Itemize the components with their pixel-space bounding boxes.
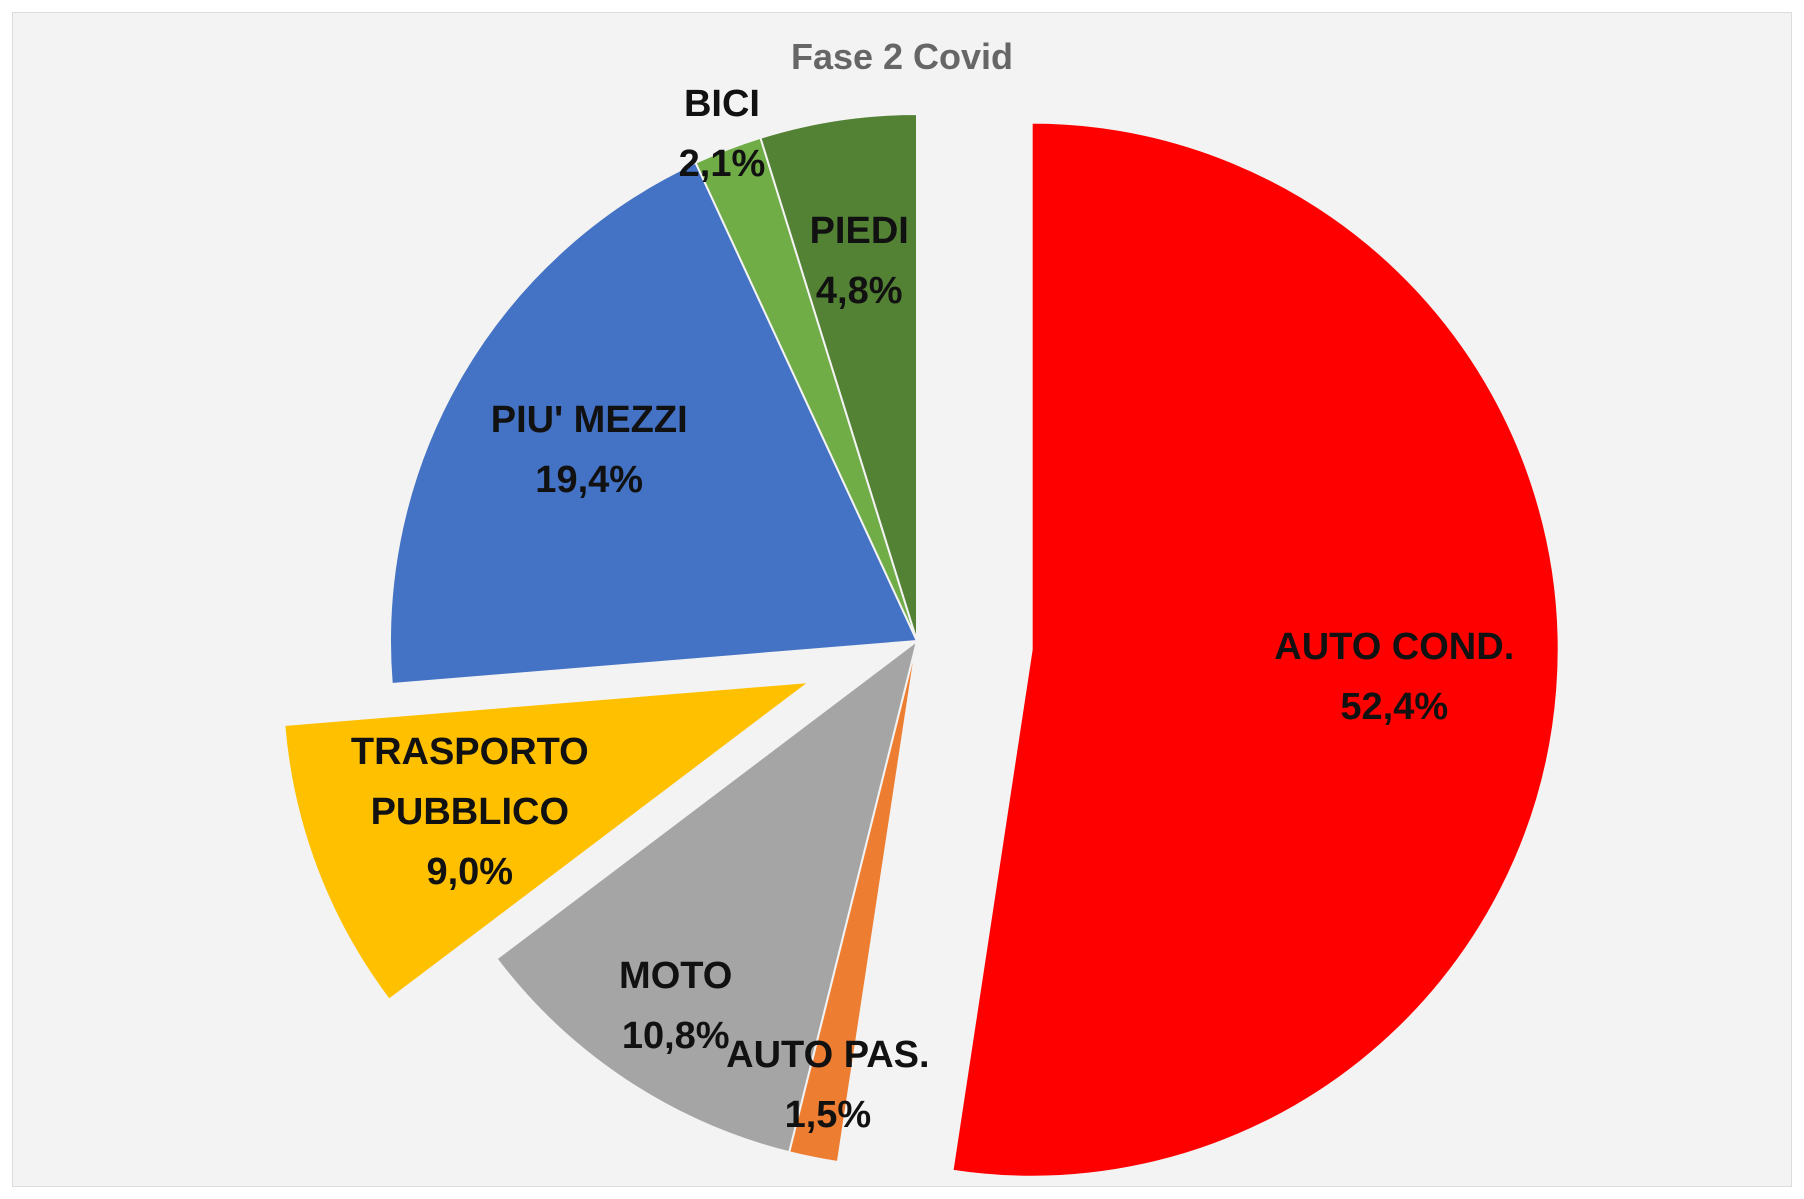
chart-title: Fase 2 Covid bbox=[790, 36, 1014, 77]
category-label: TRASPORTO PUBBLICO bbox=[350, 730, 589, 833]
value-label: 1,5% bbox=[784, 1094, 872, 1137]
pie-slice bbox=[495, 638, 919, 1154]
value-label: 9,0% bbox=[426, 850, 514, 893]
pie-slice bbox=[389, 161, 919, 686]
slice-label: AUTO COND. 52,4% bbox=[1274, 617, 1514, 737]
slice-label: PIEDI 4,8% bbox=[810, 201, 909, 321]
pie-slice bbox=[951, 121, 1560, 1178]
slice-label: BICI 2,1% bbox=[679, 74, 766, 194]
category-label: MOTO bbox=[619, 954, 733, 997]
category-label: PIEDI bbox=[809, 209, 909, 252]
pie-slice bbox=[283, 680, 813, 1002]
value-label: 2,1% bbox=[678, 143, 766, 186]
category-label: AUTO COND. bbox=[1274, 626, 1515, 669]
value-label: 19,4% bbox=[535, 458, 644, 501]
value-label: 4,8% bbox=[815, 269, 903, 312]
slice-label: AUTO PAS. 1,5% bbox=[726, 1025, 929, 1145]
category-label: AUTO PAS. bbox=[726, 1034, 930, 1077]
category-label: PIU' MEZZI bbox=[490, 398, 688, 441]
slice-label: MOTO 10,8% bbox=[619, 946, 732, 1066]
pie-slice bbox=[759, 112, 918, 642]
value-label: 52,4% bbox=[1340, 686, 1449, 729]
slice-label: PIU' MEZZI 19,4% bbox=[491, 390, 688, 510]
value-label: 10,8% bbox=[621, 1014, 730, 1057]
slice-label: TRASPORTO PUBBLICO 9,0% bbox=[330, 722, 610, 902]
category-label: BICI bbox=[683, 83, 760, 126]
